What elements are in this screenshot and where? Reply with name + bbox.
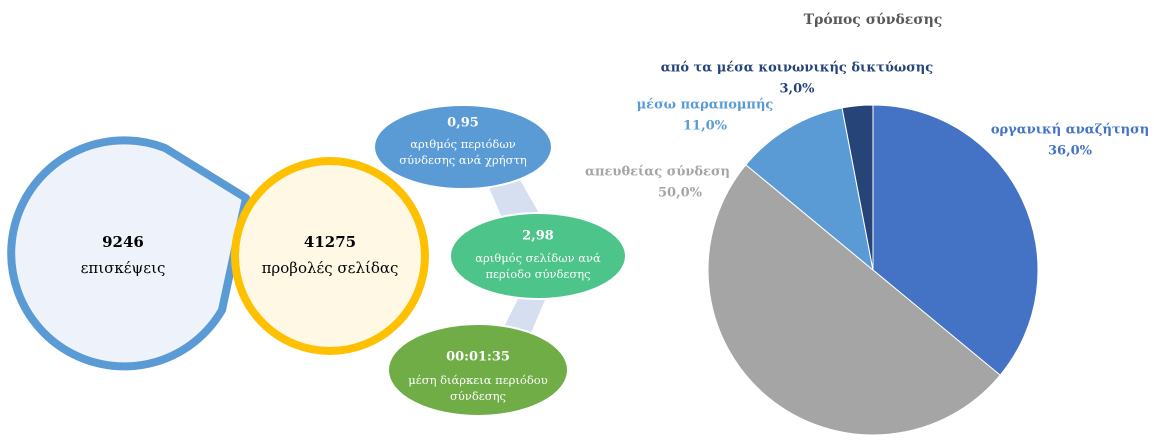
pageviews-circle xyxy=(231,157,429,355)
slice-label: οργανική αναζήτηση xyxy=(991,123,1149,138)
infographic: 9246 επισκέψεις 41275 προβολές σελίδας 0… xyxy=(7,104,627,417)
metric-label: σύνδεσης xyxy=(450,389,506,403)
visits-shape xyxy=(7,136,250,371)
pie-slice xyxy=(707,164,1001,435)
metric-value: 00:01:35 xyxy=(446,350,510,365)
pie-slice xyxy=(841,104,874,271)
metric-label: περίοδο σύνδεσης xyxy=(485,267,590,281)
metric-value: 2,98 xyxy=(522,229,554,244)
pie-slice xyxy=(872,104,1039,376)
metric-value: 0,95 xyxy=(447,116,479,131)
slice-label: απευθείας σύνδεση xyxy=(585,165,730,180)
metric-label: σύνδεσης ανά χρήστη xyxy=(399,153,527,167)
metric-ellipse xyxy=(373,104,553,190)
slice-label: μέσω παραπομπής xyxy=(637,98,774,113)
metric-label: αριθμός σελίδων ανά xyxy=(475,251,601,265)
slice-label: από τα μέσα κοινωνικής δικτύωσης xyxy=(661,61,933,76)
slice-value: 50,0% xyxy=(658,186,703,201)
metric-value: 9246 xyxy=(102,233,144,251)
metric-value: 41275 xyxy=(304,233,356,251)
metric-label: αριθμός περιόδων xyxy=(410,137,515,151)
slice-value: 3,0% xyxy=(780,82,816,97)
metric-ellipse xyxy=(387,323,569,417)
metric-label: μέση διάρκεια περιόδου xyxy=(408,373,547,387)
metric-label: προβολές σελίδας xyxy=(262,259,399,277)
chart-title: Τρόπος σύνδεσης xyxy=(804,12,943,28)
metric-label: επισκέψεις xyxy=(81,259,166,277)
pie-slice xyxy=(745,107,874,272)
slice-value: 36,0% xyxy=(1048,144,1093,159)
slice-value: 11,0% xyxy=(683,119,728,134)
metric-ellipse xyxy=(449,212,627,300)
